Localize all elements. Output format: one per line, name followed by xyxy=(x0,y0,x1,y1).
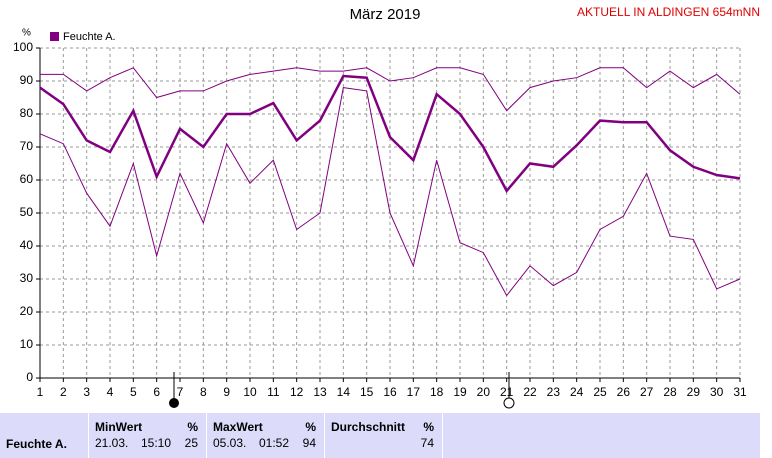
annotation: AKTUELL IN ALDINGEN 654mNN xyxy=(577,5,760,19)
stat-date: 05.03. xyxy=(213,436,247,450)
stat-time: 01:52 xyxy=(259,436,290,450)
legend-swatch xyxy=(50,32,59,41)
x-tick-label: 13 xyxy=(313,385,327,399)
y-tick-label: 20 xyxy=(20,304,34,318)
y-tick-label: 10 xyxy=(20,337,34,351)
x-tick-label: 30 xyxy=(710,385,724,399)
x-tick-label: 3 xyxy=(83,385,90,399)
x-tick-label: 19 xyxy=(453,385,467,399)
chart-title: März 2019 xyxy=(350,6,421,23)
x-tick-label: 10 xyxy=(243,385,257,399)
y-tick-label: 90 xyxy=(20,73,34,87)
stat-unit: % xyxy=(423,420,434,434)
y-axis-label: % xyxy=(22,28,31,39)
x-tick-label: 9 xyxy=(223,385,230,399)
x-tick-label: 8 xyxy=(200,385,207,399)
y-tick-label: 50 xyxy=(20,205,34,219)
x-tick-label: 1 xyxy=(37,385,44,399)
x-tick-label: 29 xyxy=(687,385,701,399)
new-moon xyxy=(169,398,179,408)
x-tick-label: 21 xyxy=(500,385,514,399)
x-tick-label: 20 xyxy=(477,385,491,399)
y-tick-label: 80 xyxy=(20,106,34,120)
x-tick-label: 11 xyxy=(267,385,280,399)
x-tick-label: 5 xyxy=(130,385,137,399)
data-line xyxy=(40,67,741,112)
x-tick-label: 31 xyxy=(733,385,747,399)
x-tick-label: 2 xyxy=(60,385,67,399)
x-tick-label: 22 xyxy=(523,385,537,399)
row-label-cell: Feuchte A. xyxy=(0,413,88,458)
stat-header: Durchschnitt xyxy=(331,420,406,434)
legend-label: Feuchte A. xyxy=(63,31,116,43)
stat-unit: % xyxy=(305,420,316,434)
x-tick-label: 23 xyxy=(547,385,561,399)
x-tick-label: 7 xyxy=(177,385,184,399)
y-tick-label: 70 xyxy=(20,139,34,153)
stat-value: 25 xyxy=(184,436,198,450)
x-tick-label: 17 xyxy=(407,385,421,399)
row-label: Feuchte A. xyxy=(6,437,67,451)
chart: März 2019 AKTUELL IN ALDINGEN 654mNN % 0… xyxy=(13,5,760,409)
stat-unit: % xyxy=(187,420,198,434)
x-tick-label: 15 xyxy=(360,385,374,399)
x-tick-label: 12 xyxy=(290,385,304,399)
stat-date: 21.03. xyxy=(95,436,129,450)
x-tick-label: 26 xyxy=(617,385,631,399)
stat-value: 74 xyxy=(420,436,434,450)
stat-cell: MinWert% 21.03. 15:10 25 xyxy=(88,413,206,458)
moon-icons xyxy=(169,372,515,409)
stat-value: 94 xyxy=(302,436,316,450)
empty-cell xyxy=(442,413,761,458)
y-tick-label: 30 xyxy=(20,271,34,285)
y-tick-label: 40 xyxy=(20,238,34,252)
stat-cell: Durchschnitt% 74 xyxy=(324,413,442,458)
x-tick-label: 24 xyxy=(570,385,584,399)
x-tick-label: 18 xyxy=(430,385,444,399)
stat-header: MinWert xyxy=(95,420,143,434)
x-tick-label: 27 xyxy=(640,385,654,399)
data-line xyxy=(39,87,741,297)
x-tick-label: 28 xyxy=(663,385,677,399)
x-tick-label: 25 xyxy=(593,385,607,399)
data-line xyxy=(39,74,741,194)
stat-header: MaxWert xyxy=(213,420,263,434)
stat-time: 15:10 xyxy=(141,436,172,450)
y-tick-label: 100 xyxy=(13,40,33,54)
y-tick-label: 60 xyxy=(20,172,34,186)
x-tick-label: 4 xyxy=(107,385,114,399)
x-tick-label: 16 xyxy=(383,385,397,399)
x-tick-label: 14 xyxy=(337,385,351,399)
full-moon xyxy=(503,397,515,409)
stats-panel: Feuchte A. MinWert% 21.03. 15:10 25 MaxWert%… xyxy=(0,413,760,458)
y-tick-label: 0 xyxy=(26,370,33,384)
x-tick-label: 6 xyxy=(153,385,160,399)
stat-cell: MaxWert% 05.03. 01:52 94 xyxy=(206,413,324,458)
